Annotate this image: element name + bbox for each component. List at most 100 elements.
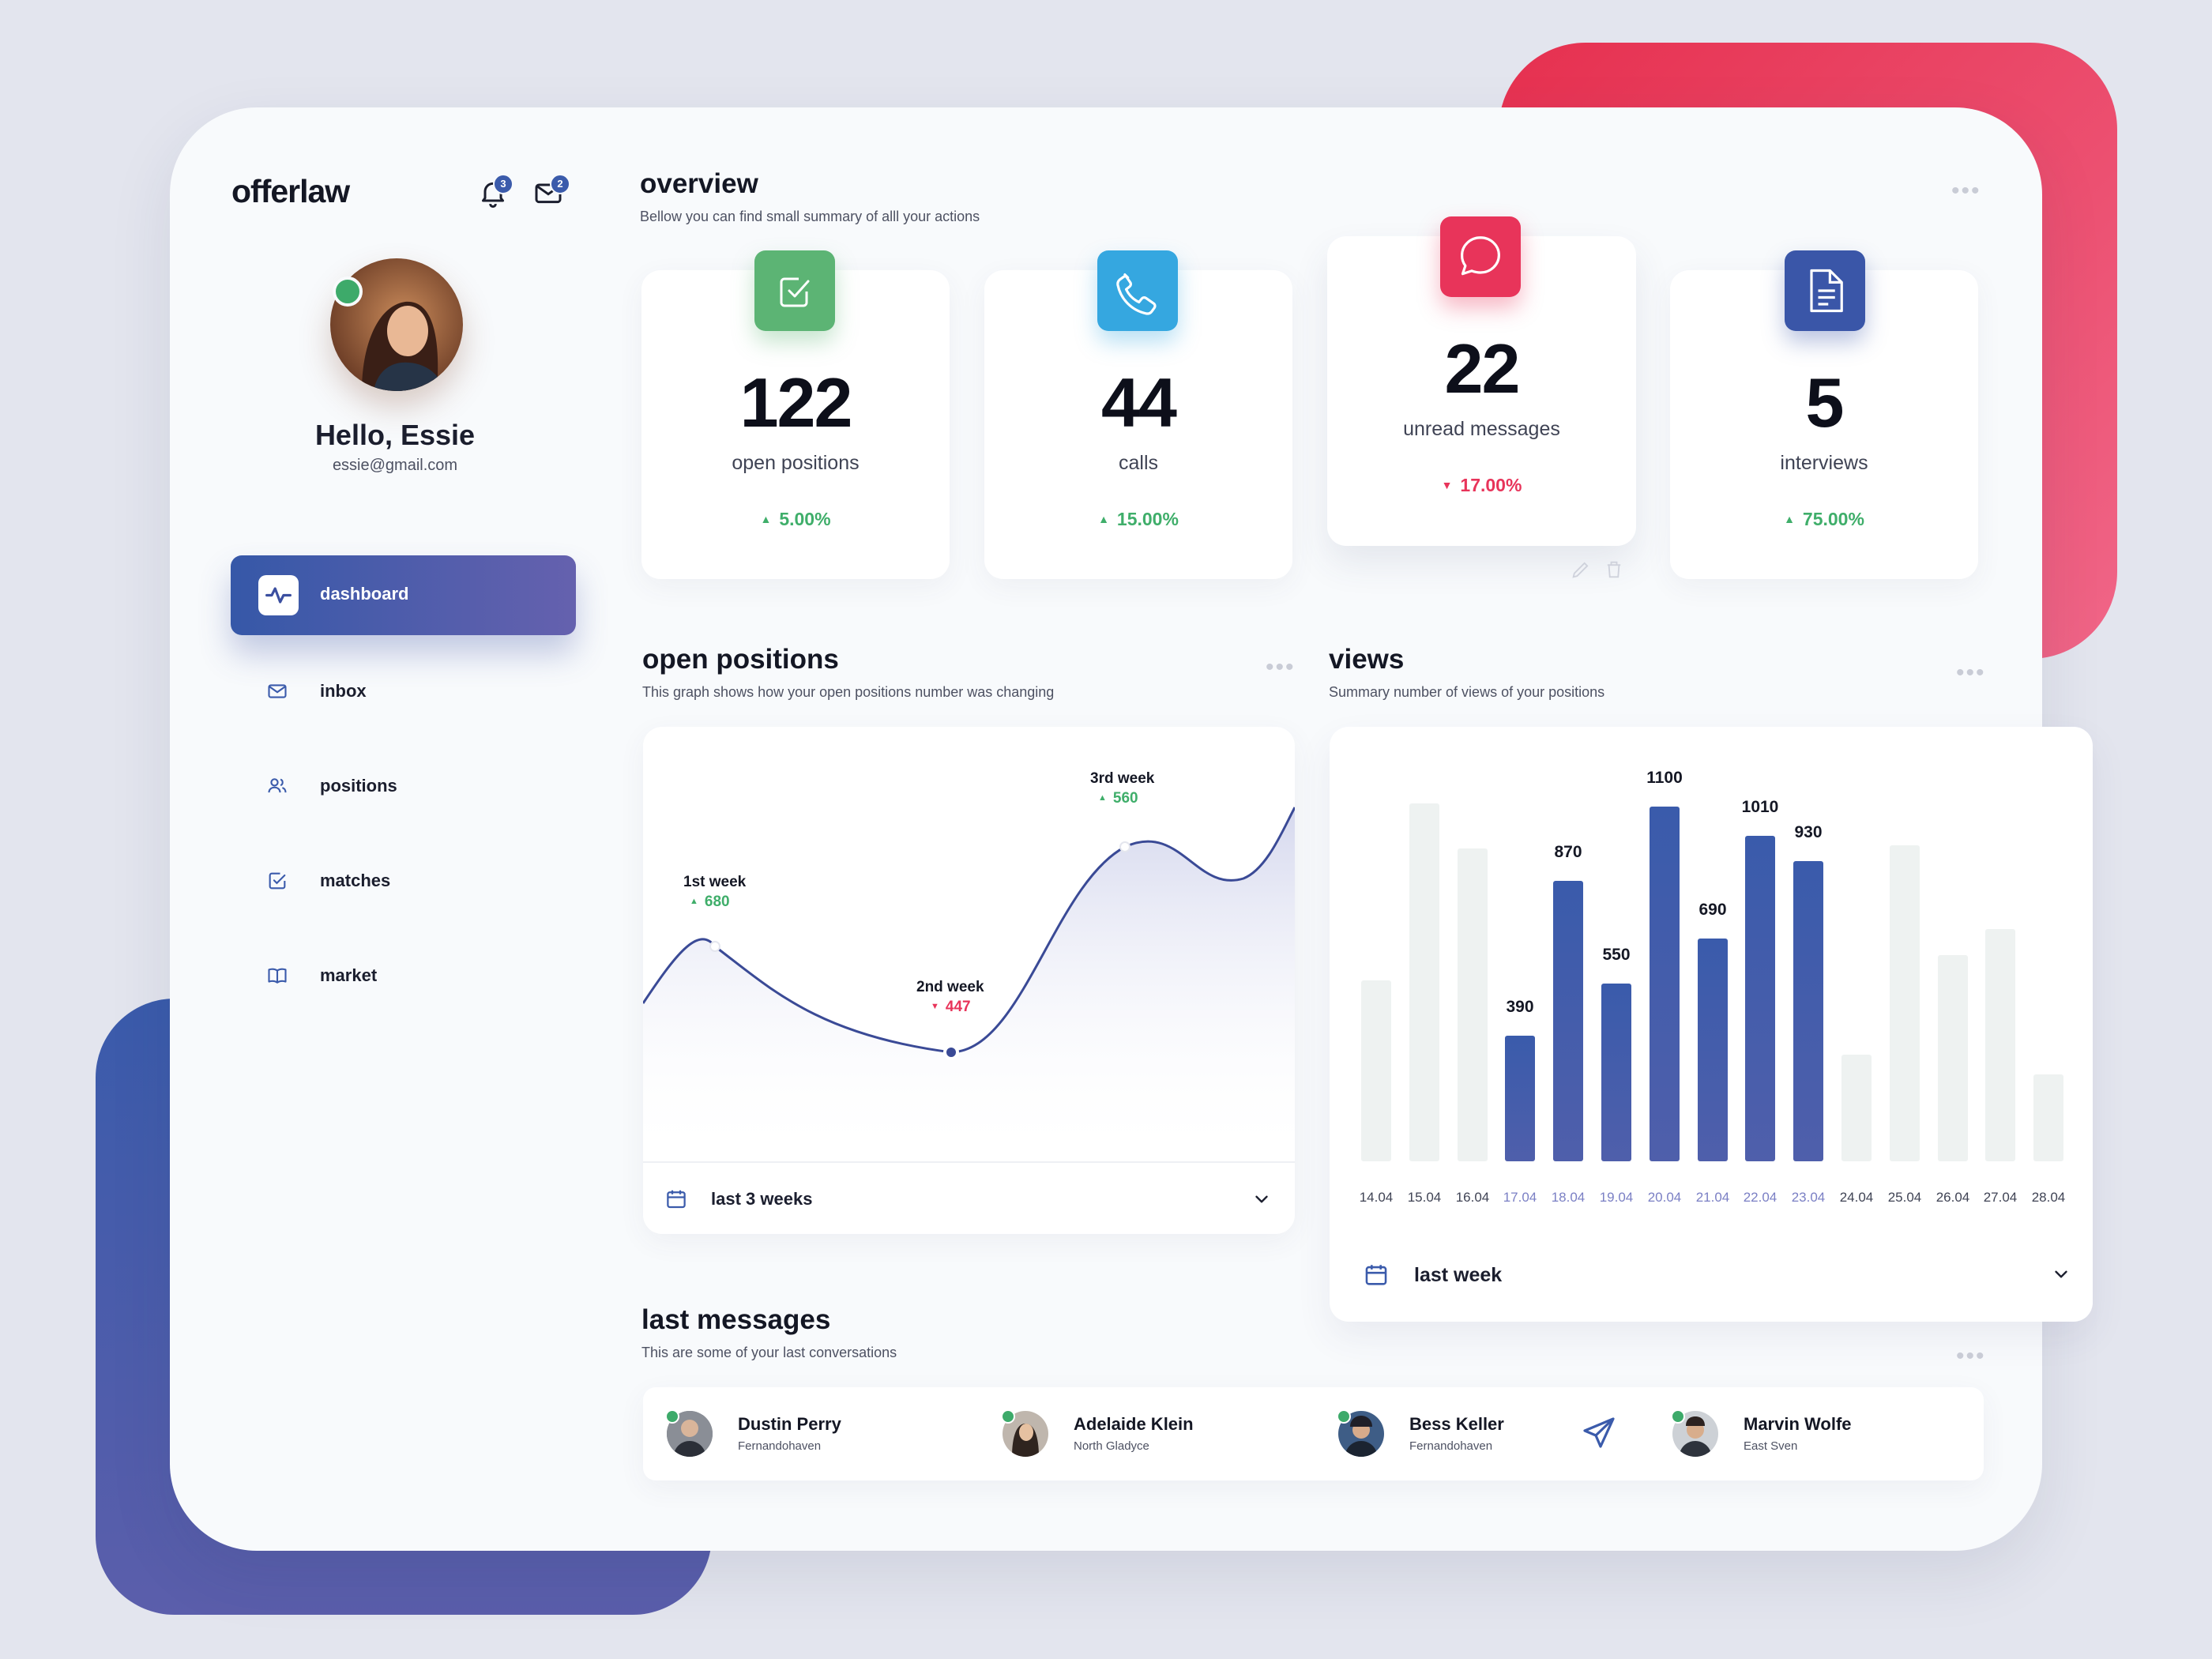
bar-value-label: 390 bbox=[1506, 998, 1534, 1016]
bar-24.04[interactable] bbox=[1841, 1055, 1872, 1161]
pulse-icon bbox=[265, 587, 292, 604]
views-chart: 14.04 15.04 16.04 390 17.04 870 18.04 550 19.04 1… bbox=[1330, 727, 2093, 1322]
bar-value-label: 1010 bbox=[1741, 798, 1779, 816]
bar-value-label: 690 bbox=[1698, 901, 1727, 919]
messages-more-icon[interactable]: ••• bbox=[1956, 1343, 1986, 1369]
last-messages-title: last messages bbox=[641, 1304, 831, 1335]
calendar-icon bbox=[667, 1190, 686, 1209]
calendar-icon bbox=[1365, 1265, 1387, 1285]
contact-location: East Sven bbox=[1744, 1439, 1798, 1453]
x-tick-label: 28.04 bbox=[2031, 1190, 2066, 1205]
views-title: views bbox=[1329, 644, 1405, 675]
sidebar-item-inbox[interactable]: inbox bbox=[231, 668, 576, 715]
online-status-dot bbox=[665, 1409, 679, 1424]
chevron-down-icon bbox=[1255, 1195, 1268, 1203]
sidebar-item-positions[interactable]: positions bbox=[231, 762, 576, 810]
stat-icon-box bbox=[754, 250, 835, 331]
stat-change-value: 15.00% bbox=[1116, 509, 1179, 529]
views-subtitle: Summary number of views of your position… bbox=[1329, 684, 1605, 700]
stat-change: ▲ 5.00% bbox=[641, 509, 950, 530]
message-contact[interactable]: Dustin Perry Fernandohaven bbox=[665, 1409, 967, 1458]
message-contact[interactable]: Bess Keller Fernandohaven bbox=[1337, 1409, 1638, 1458]
bar-value-label: 550 bbox=[1602, 946, 1631, 964]
bar-value-label: 930 bbox=[1794, 823, 1823, 841]
messages-button[interactable]: 2 bbox=[531, 174, 570, 212]
sidebar-item-dashboard[interactable]: dashboard bbox=[231, 555, 576, 635]
bar-25.04[interactable] bbox=[1890, 845, 1920, 1161]
x-tick-label: 26.04 bbox=[1936, 1190, 1970, 1205]
open-positions-title: open positions bbox=[642, 644, 839, 675]
contact-location: Fernandohaven bbox=[738, 1439, 822, 1453]
x-tick-label: 20.04 bbox=[1647, 1190, 1682, 1205]
message-contact[interactable]: Marvin Wolfe East Sven bbox=[1671, 1409, 1973, 1458]
sidebar-item-market[interactable]: market bbox=[231, 952, 576, 999]
stat-value: 5 bbox=[1805, 363, 1845, 442]
chart-divider bbox=[643, 1161, 1295, 1163]
bar-26.04[interactable] bbox=[1938, 955, 1968, 1161]
bar-15.04[interactable] bbox=[1409, 803, 1439, 1161]
users-icon bbox=[268, 778, 287, 793]
bar-22.04[interactable] bbox=[1745, 836, 1775, 1161]
bar-17.04[interactable] bbox=[1505, 1036, 1535, 1161]
stat-value: 44 bbox=[1101, 363, 1177, 442]
trend-up-icon: ▲ bbox=[1098, 513, 1109, 525]
point-label-week1: 1st week bbox=[683, 874, 747, 890]
data-point-week1 bbox=[709, 941, 720, 952]
data-point-week3 bbox=[1119, 841, 1130, 852]
stat-change: ▲ 15.00% bbox=[984, 509, 1292, 530]
open-positions-subtitle: This graph shows how your open positions… bbox=[642, 684, 1055, 700]
stat-icon-box bbox=[1440, 216, 1521, 297]
bar-19.04[interactable] bbox=[1601, 984, 1631, 1161]
stat-label: interviews bbox=[1780, 452, 1868, 474]
line-chart-area bbox=[643, 807, 1295, 1161]
trend-down-icon: ▼ bbox=[1441, 479, 1453, 491]
bar-27.04[interactable] bbox=[1985, 929, 2015, 1161]
sidebar-item-label: inbox bbox=[320, 681, 367, 701]
overview-more-icon[interactable]: ••• bbox=[1951, 178, 1981, 204]
views-more-icon[interactable]: ••• bbox=[1956, 660, 1986, 686]
contact-name: Bess Keller bbox=[1409, 1414, 1504, 1434]
x-tick-label: 14.04 bbox=[1359, 1190, 1394, 1205]
online-status-dot bbox=[333, 276, 363, 307]
overview-subtitle: Bellow you can find small summary of all… bbox=[640, 209, 980, 224]
send-icon[interactable] bbox=[1580, 1414, 1618, 1452]
trend-up-icon: ▲ bbox=[1098, 793, 1107, 803]
bar-28.04[interactable] bbox=[2033, 1074, 2063, 1161]
x-tick-label: 21.04 bbox=[1695, 1190, 1730, 1205]
bar-21.04[interactable] bbox=[1698, 939, 1728, 1161]
online-status-dot bbox=[1001, 1409, 1015, 1424]
point-value-text: 447 bbox=[945, 999, 971, 1015]
open-positions-more-icon[interactable]: ••• bbox=[1266, 654, 1296, 680]
online-status-dot bbox=[1337, 1409, 1351, 1424]
edit-icon[interactable] bbox=[1570, 559, 1592, 581]
message-contact[interactable]: Adelaide Klein North Gladyce bbox=[1001, 1409, 1303, 1458]
bar-23.04[interactable] bbox=[1793, 861, 1823, 1161]
trash-icon[interactable] bbox=[1603, 559, 1625, 581]
sidebar-item-matches[interactable]: matches bbox=[231, 857, 576, 905]
trend-down-icon: ▼ bbox=[931, 1002, 939, 1011]
bar-18.04[interactable] bbox=[1553, 881, 1583, 1161]
stat-label: unread messages bbox=[1403, 418, 1560, 440]
x-tick-label: 23.04 bbox=[1791, 1190, 1826, 1205]
period-dropdown[interactable]: last 3 weeks bbox=[643, 1163, 1295, 1234]
contact-location: Fernandohaven bbox=[1409, 1439, 1493, 1453]
stat-icon-box bbox=[1785, 250, 1865, 331]
x-tick-label: 27.04 bbox=[1983, 1190, 2018, 1205]
bar-14.04[interactable] bbox=[1361, 980, 1391, 1161]
phone-icon bbox=[1116, 273, 1157, 315]
sidebar-item-label: matches bbox=[320, 871, 391, 890]
bar-20.04[interactable] bbox=[1650, 807, 1680, 1161]
x-tick-label: 15.04 bbox=[1407, 1190, 1442, 1205]
x-tick-label: 18.04 bbox=[1551, 1190, 1586, 1205]
notifications-button[interactable]: 3 bbox=[476, 174, 514, 212]
open-positions-chart: 1st week ▲ 680 2nd week ▼ 447 3rd week ▲ 56… bbox=[643, 727, 1295, 1234]
point-value-week3: ▲ 560 bbox=[1098, 790, 1138, 807]
views-period-dropdown[interactable]: last week bbox=[1330, 1232, 2093, 1322]
bar-16.04[interactable] bbox=[1458, 848, 1488, 1161]
contact-avatar bbox=[1672, 1411, 1718, 1457]
bar-value-label: 1100 bbox=[1646, 769, 1683, 787]
contact-name: Dustin Perry bbox=[738, 1414, 841, 1434]
user-greeting: Hello, Essie bbox=[314, 419, 476, 451]
line-chart-svg bbox=[643, 807, 1295, 1161]
stat-change: ▼ 17.00% bbox=[1327, 475, 1636, 496]
